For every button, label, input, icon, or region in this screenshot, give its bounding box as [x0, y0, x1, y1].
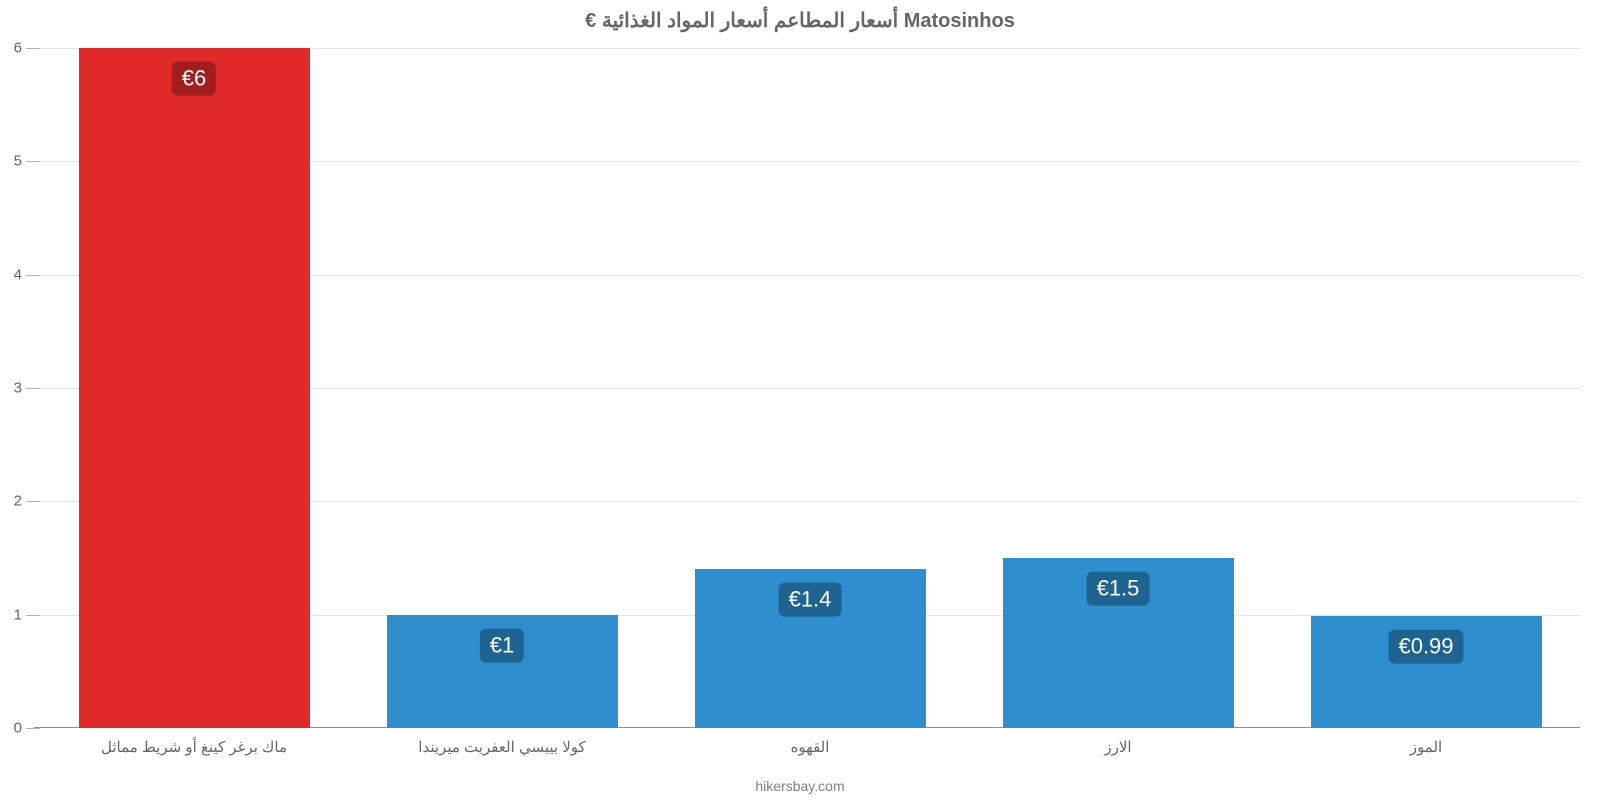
plot-area: 0123456€6ماك برغر كينغ أو شريط مماثل€1كو…	[40, 48, 1580, 728]
y-tick-label: 1	[14, 606, 40, 623]
bar-slot: €1.5	[1003, 48, 1234, 728]
y-tick-label: 6	[14, 40, 40, 57]
chart-footer: hikersbay.com	[0, 778, 1600, 794]
bar: €0.99	[1311, 616, 1542, 728]
bar-slot: €1.4	[695, 48, 926, 728]
y-tick-label: 2	[14, 493, 40, 510]
y-tick-label: 4	[14, 266, 40, 283]
x-tick-label: الموز	[1272, 728, 1580, 756]
bar-value-label: €1.4	[779, 583, 842, 617]
bar: €1.5	[1003, 558, 1234, 728]
y-tick-label: 3	[14, 380, 40, 397]
bar-value-label: €1	[480, 628, 524, 662]
bar-slot: €0.99	[1311, 48, 1542, 728]
x-tick-label: القهوه	[656, 728, 964, 756]
bar-value-label: €0.99	[1388, 629, 1463, 663]
price-bar-chart: € أسعار المطاعم أسعار المواد الغذائية Ma…	[0, 0, 1600, 800]
x-tick-label: ماك برغر كينغ أو شريط مماثل	[40, 728, 348, 756]
x-tick-label: كولا بيبسي العفريت ميريندا	[348, 728, 656, 756]
x-tick-label: الارز	[964, 728, 1272, 756]
bar-value-label: €6	[172, 62, 216, 96]
bar: €6	[79, 48, 310, 728]
bar-slot: €6	[79, 48, 310, 728]
y-tick-label: 5	[14, 153, 40, 170]
bar: €1.4	[695, 569, 926, 728]
y-tick-label: 0	[14, 720, 40, 737]
chart-title: € أسعار المطاعم أسعار المواد الغذائية Ma…	[0, 8, 1600, 33]
bar-value-label: €1.5	[1087, 572, 1150, 606]
bar-slot: €1	[387, 48, 618, 728]
bar: €1	[387, 615, 618, 728]
